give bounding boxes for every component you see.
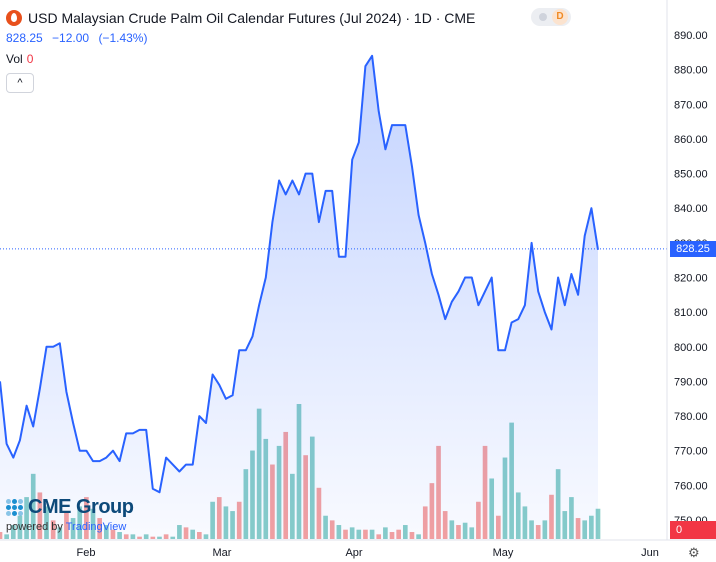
- time-tick-label: Mar: [213, 547, 232, 559]
- volume-value: 0: [26, 52, 34, 66]
- last-price-tag: 828.25: [670, 241, 716, 257]
- last-price: 828.25: [6, 31, 43, 45]
- palm-oil-drop-icon: [6, 10, 22, 26]
- chevron-up-icon: ^: [17, 77, 23, 89]
- price-tick-label: 890.00: [674, 30, 708, 42]
- price-tick-label: 780.00: [674, 411, 708, 423]
- price-tick-label: 810.00: [674, 307, 708, 319]
- price-tick-label: 860.00: [674, 134, 708, 146]
- symbol-title[interactable]: USD Malaysian Crude Palm Oil Calendar Fu…: [28, 10, 476, 26]
- market-status-pill[interactable]: D: [531, 8, 571, 26]
- price-tick-label: 840.00: [674, 203, 708, 215]
- price-axis[interactable]: 750.00760.00770.00780.00790.00800.00810.…: [674, 30, 708, 527]
- chart-header: USD Malaysian Crude Palm Oil Calendar Fu…: [6, 8, 475, 28]
- powered-by-prefix: powered by: [6, 521, 63, 533]
- volume-legend: Vol 0: [6, 52, 33, 66]
- quote-line: 828.25 −12.00 (−1.43%): [6, 31, 153, 45]
- cme-branding[interactable]: CME Group powered by TradingView: [6, 496, 134, 533]
- powered-by-text: powered by TradingView: [6, 521, 134, 533]
- volume-value-tag: 0: [670, 521, 716, 539]
- time-tick-label: Apr: [345, 547, 362, 559]
- price-tick-label: 820.00: [674, 273, 708, 285]
- price-tick-label: 790.00: [674, 376, 708, 388]
- tradingview-brand: TradingView: [65, 521, 127, 533]
- cme-group-logo-text: CME Group: [28, 496, 134, 518]
- volume-label: Vol: [6, 52, 23, 66]
- collapse-legend-button[interactable]: ^: [6, 73, 34, 93]
- price-tick-label: 880.00: [674, 65, 708, 77]
- status-dot-icon: [539, 13, 547, 21]
- price-tick-label: 800.00: [674, 342, 708, 354]
- price-tick-label: 870.00: [674, 99, 708, 111]
- price-change: −12.00: [52, 31, 90, 45]
- time-tick-label: Feb: [77, 547, 96, 559]
- price-area-fill: [0, 55, 598, 541]
- chart-settings-icon[interactable]: ⚙: [688, 545, 700, 560]
- price-change-percent: (−1.43%): [98, 31, 148, 45]
- time-tick-label: May: [493, 547, 514, 559]
- price-tick-label: 760.00: [674, 480, 708, 492]
- cme-globe-icon: [6, 498, 24, 517]
- price-tick-label: 770.00: [674, 446, 708, 458]
- price-series-line: [0, 54, 599, 494]
- time-tick-label: Jun: [641, 547, 659, 559]
- price-tick-label: 850.00: [674, 169, 708, 181]
- delayed-badge: D: [552, 9, 568, 25]
- time-axis[interactable]: Feb Mar Apr May Jun: [77, 547, 659, 559]
